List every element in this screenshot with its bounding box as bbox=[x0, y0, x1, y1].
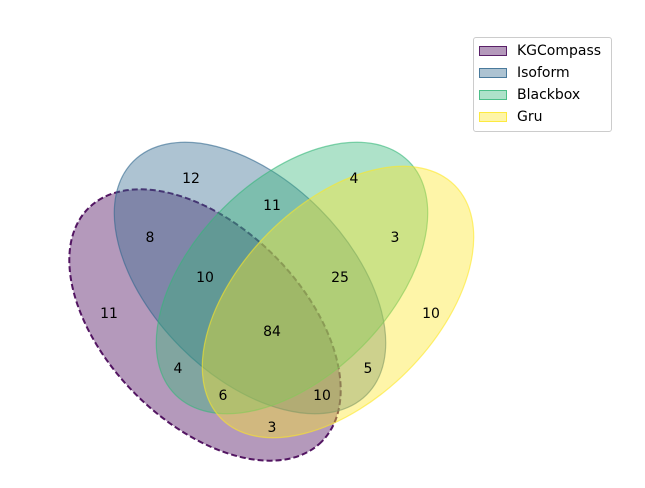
region-label-kgcompass-isoform-gru: 10 bbox=[313, 388, 331, 404]
legend-swatch bbox=[479, 68, 507, 78]
legend-item-gru: Gru bbox=[474, 106, 611, 128]
legend: KGCompass Isoform Blackbox Gru bbox=[473, 37, 612, 132]
legend-item-isoform: Isoform bbox=[474, 62, 611, 84]
region-label-kgcompass-isoform-blackbox: 10 bbox=[196, 270, 214, 286]
region-label-kgcompass-isoform: 8 bbox=[146, 230, 155, 246]
legend-swatch bbox=[479, 112, 507, 122]
legend-swatch bbox=[479, 46, 507, 56]
legend-item-kgcompass: KGCompass bbox=[474, 40, 611, 62]
legend-label: KGCompass bbox=[517, 43, 602, 59]
region-label-kgcompass-blackbox-gru: 6 bbox=[219, 388, 228, 404]
set-ellipse-kgcompass bbox=[68, 188, 342, 462]
legend-label: Isoform bbox=[517, 65, 570, 81]
region-label-kgcompass-blackbox: 4 bbox=[174, 361, 183, 377]
region-label-isoform-gru: 5 bbox=[364, 361, 373, 377]
set-ellipse-blackbox bbox=[155, 141, 429, 415]
region-label-isoform: 12 bbox=[182, 171, 200, 187]
region-label-kgcompass-isoform-blackbox-gru: 84 bbox=[263, 324, 281, 340]
region-label-isoform-blackbox-gru: 25 bbox=[331, 270, 349, 286]
legend-label: Gru bbox=[517, 109, 543, 125]
set-ellipse-gru bbox=[201, 165, 475, 439]
legend-label: Blackbox bbox=[517, 87, 581, 103]
region-label-isoform-blackbox: 11 bbox=[263, 198, 281, 214]
region-label-kgcompass: 11 bbox=[100, 306, 118, 322]
set-ellipses bbox=[68, 141, 475, 462]
set-ellipse-isoform bbox=[113, 141, 387, 415]
region-label-gru: 10 bbox=[422, 306, 440, 322]
region-label-kgcompass-gru: 3 bbox=[268, 420, 277, 436]
region-label-blackbox: 4 bbox=[350, 171, 359, 187]
region-label-blackbox-gru: 3 bbox=[391, 230, 400, 246]
legend-swatch bbox=[479, 90, 507, 100]
legend-item-blackbox: Blackbox bbox=[474, 84, 611, 106]
